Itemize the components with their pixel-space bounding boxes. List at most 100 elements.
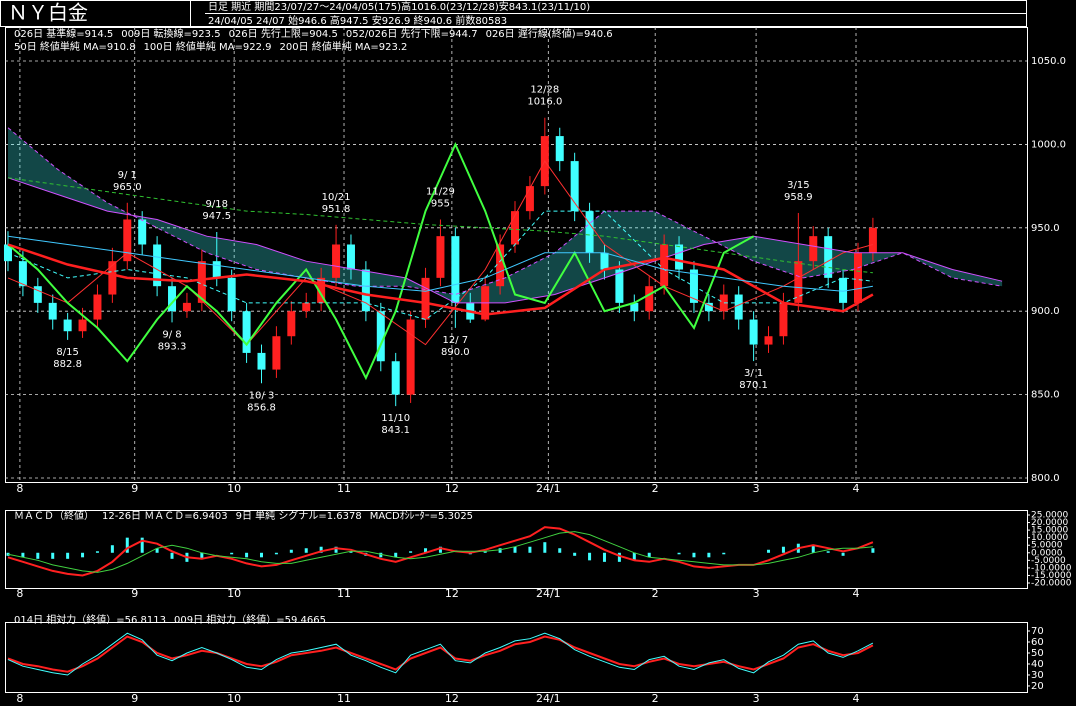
legend-label: 100日 終値単純 MA=922.9	[144, 40, 272, 53]
histogram-bar	[51, 552, 55, 559]
candle-body	[33, 286, 42, 303]
x-tick-label: 8	[16, 482, 23, 495]
cloud	[8, 127, 1003, 303]
histogram-bar	[319, 546, 323, 553]
y-tick-label: 50	[1031, 648, 1044, 659]
histogram-bar	[483, 551, 487, 553]
annotation-price: 1016.0	[527, 97, 562, 108]
line	[7, 526, 874, 577]
x-tick-label: 11	[337, 482, 351, 495]
candle-body	[227, 277, 236, 312]
histogram-bar	[95, 551, 99, 553]
candle-body	[302, 302, 311, 312]
histogram-bar	[632, 552, 636, 561]
candle-body	[197, 261, 206, 303]
x-tick-label: 10	[227, 587, 241, 600]
candle-body	[839, 277, 848, 303]
histogram-bar	[110, 545, 114, 553]
y-tick-label: 5.0000	[1031, 541, 1063, 551]
candle-body	[675, 244, 684, 270]
y-tick-label: -15.0000	[1031, 571, 1072, 581]
candle-body	[421, 277, 430, 320]
x-tick-label: 11	[337, 692, 351, 705]
candle-body	[317, 277, 326, 303]
y-tick-label: 10.0000	[1031, 533, 1068, 543]
y-tick-label: 25.0000	[1031, 510, 1068, 520]
candle-body	[168, 286, 177, 312]
annotation-date: 11/10	[381, 413, 410, 424]
candle-body	[660, 244, 669, 287]
candle-body	[361, 269, 370, 312]
panel-frame	[5, 510, 1028, 589]
legend-label: MACDｵｼﾚｰﾀｰ=5.3025	[370, 510, 473, 522]
annotation-date: 10/21	[322, 192, 351, 203]
annotation-date: 9/ 1	[118, 170, 137, 181]
histogram-bar	[200, 552, 204, 559]
histogram-bar	[573, 552, 577, 556]
histogram-bar	[602, 552, 606, 562]
candle-body	[272, 336, 281, 370]
annotation-date: 9/18	[206, 199, 228, 210]
histogram-bar	[349, 551, 353, 553]
legend-label: 052/026日 先行下限=944.7	[346, 27, 478, 40]
candle-body	[779, 302, 788, 337]
y-tick-label: 30	[1031, 670, 1044, 681]
histogram-bar	[230, 552, 234, 555]
annotation-price: 870.1	[739, 380, 768, 391]
candle-body	[287, 311, 296, 337]
candle-body	[749, 319, 758, 345]
histogram-bar	[379, 552, 383, 558]
line	[7, 141, 755, 381]
candle-body	[570, 161, 579, 212]
candle-body	[734, 294, 743, 320]
y-tick-label: 900.0	[1031, 306, 1060, 317]
annotation-price: 947.5	[202, 211, 231, 222]
legend-label: 026日 基準線=914.5	[14, 27, 113, 40]
candle-body	[332, 244, 341, 278]
histogram-bar	[826, 551, 830, 553]
x-tick-label: 9	[131, 587, 138, 600]
candle-body	[346, 244, 355, 270]
x-tick-label: 4	[853, 692, 860, 705]
y-tick-label: 60	[1031, 637, 1044, 648]
histogram-bar	[394, 552, 398, 558]
annotation-date: 10/ 3	[249, 390, 275, 401]
legend-label: 014日 相対力（終値）=56.8113	[14, 613, 166, 626]
histogram-bar	[289, 549, 293, 553]
y-tick-label: 40	[1031, 659, 1044, 670]
x-tick-label: 3	[753, 692, 760, 705]
histogram-bar	[528, 546, 532, 553]
histogram-bar	[125, 537, 129, 553]
x-tick-label: 9	[131, 482, 138, 495]
histogram-bar	[304, 548, 308, 553]
y-tick-label: -10.0000	[1031, 563, 1072, 573]
legend-label: 12-26日 ＭＡＣＤ=6.9403	[102, 511, 228, 522]
candle-body	[138, 219, 147, 245]
annotation-price: 843.1	[381, 425, 410, 436]
histogram-bar	[767, 549, 771, 553]
annotation-price: 958.9	[784, 192, 813, 203]
header-info: 24/04/05 24/07 始946.6 高947.5 安926.9 終940…	[208, 14, 507, 27]
candle-body	[376, 311, 385, 362]
annotation-date: 12/28	[530, 85, 559, 96]
annotation-price: 890.0	[441, 347, 470, 358]
legend-label: ＭＡＣＤ（終値）	[14, 509, 94, 522]
candle-body	[391, 361, 400, 395]
x-tick-label: 2	[652, 692, 659, 705]
y-tick-label: 850.0	[1031, 390, 1060, 401]
x-tick-label: 9	[131, 692, 138, 705]
annotation-price: 951.8	[322, 204, 351, 215]
line	[7, 235, 873, 292]
candle-body	[600, 252, 609, 270]
candle-body	[123, 219, 132, 262]
histogram-bar	[170, 552, 174, 559]
x-tick-label: 4	[853, 482, 860, 495]
panel-frame	[5, 622, 1028, 693]
y-tick-label: 20.0000	[1031, 518, 1068, 528]
candle-body	[511, 211, 520, 245]
candle-body	[853, 252, 862, 303]
histogram-bar	[781, 546, 785, 553]
legend-label: 026日 先行上限=904.5	[229, 27, 338, 40]
legend-label: 026日 遅行線(終値)=940.6	[486, 27, 613, 40]
